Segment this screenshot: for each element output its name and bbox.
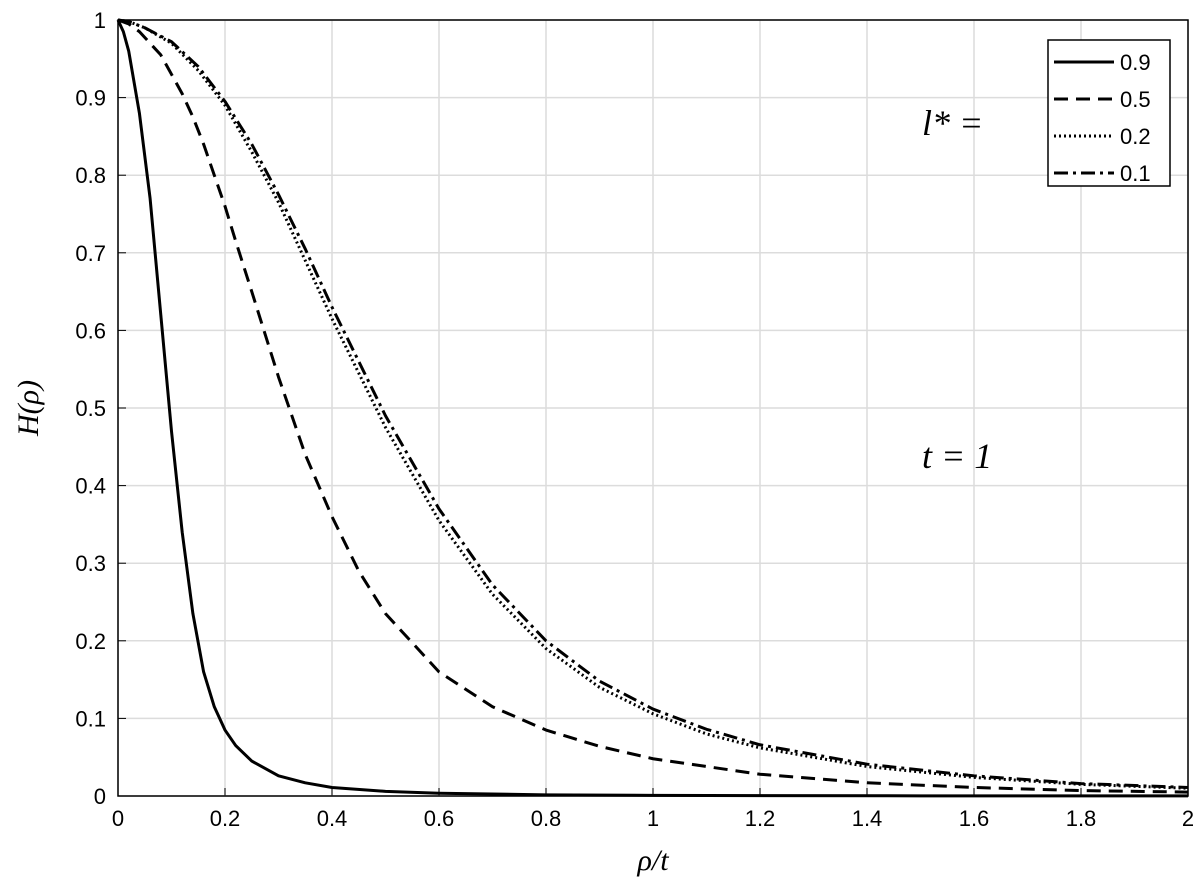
x-tick-label: 2	[1182, 806, 1194, 831]
legend-label-0.5: 0.5	[1120, 87, 1151, 112]
legend-box	[1047, 39, 1171, 187]
x-tick-label: 1	[647, 806, 659, 831]
y-tick-label: 0.6	[75, 318, 106, 343]
y-tick-label: 0.8	[75, 163, 106, 188]
y-tick-label: 0.7	[75, 241, 106, 266]
x-tick-label: 1.2	[745, 806, 776, 831]
y-tick-label: 0.1	[75, 706, 106, 731]
x-axis-label: ρ/t	[636, 844, 669, 877]
legend-label-0.2: 0.2	[1120, 124, 1151, 149]
series-line-0.9	[116, 19, 1189, 798]
series-line-0.2	[117, 18, 1189, 790]
x-tick-label: 0.8	[531, 806, 562, 831]
series-group	[116, 18, 1189, 798]
y-tick-label: 0.2	[75, 629, 106, 654]
x-tick-label: 1.8	[1066, 806, 1097, 831]
series-line-0.5	[117, 18, 1189, 794]
x-tick-label: 0.2	[210, 806, 241, 831]
y-axis-label: H(ρ)	[12, 380, 45, 437]
legend-label-0.1: 0.1	[1120, 161, 1151, 186]
legend-label-0.9: 0.9	[1120, 50, 1151, 75]
x-tick-label: 0.4	[317, 806, 348, 831]
tick-labels: 0 0.2 0.4 0.6 0.8 1 1.2 1.4 1.6 1.8 2 0 0.1 0.2 0.3 0.4…	[75, 8, 1194, 831]
grid-lines	[117, 19, 1189, 797]
y-tick-label: 0.5	[75, 396, 106, 421]
x-tick-label: 1.4	[852, 806, 883, 831]
x-tick-label: 0	[112, 806, 124, 831]
x-tick-label: 0.6	[424, 806, 455, 831]
y-tick-label: 0.4	[75, 474, 106, 499]
legend: 0.9 0.5 0.2 0.1	[1047, 39, 1171, 187]
series-line-0.1	[117, 18, 1189, 789]
legend-prefix-annotation: l* =	[922, 103, 983, 143]
parameter-annotation: t = 1	[922, 436, 992, 476]
y-tick-label: 0	[94, 784, 106, 809]
y-tick-label: 1	[94, 8, 106, 33]
y-tick-label: 0.3	[75, 551, 106, 576]
y-tick-label: 0.9	[75, 86, 106, 111]
x-tick-label: 1.6	[959, 806, 990, 831]
